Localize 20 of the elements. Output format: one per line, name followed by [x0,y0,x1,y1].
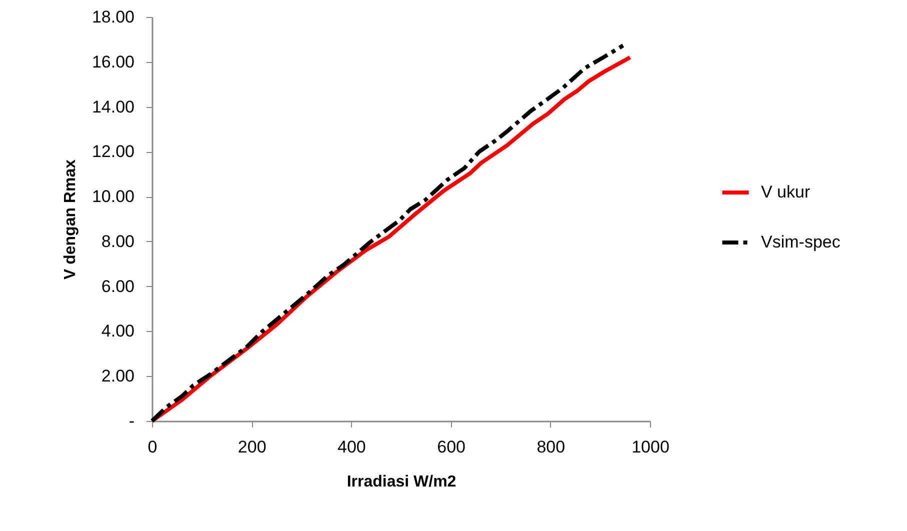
y-tick-label: 10.00 [92,187,134,206]
y-tick-label: 18.00 [92,8,134,26]
y-tick-label: 16.00 [92,52,134,72]
x-tick-label: 200 [238,438,266,456]
legend-label: V ukur [761,182,810,202]
x-axis-title: Irradiasi W/m2 [346,474,456,490]
y-tick-label: 14.00 [92,97,134,116]
legend-label: Vsim-spec [761,232,841,252]
x-tick-label: 800 [536,438,566,456]
x-tick-label: 600 [437,438,466,456]
y-tick-label: 2.00 [101,366,134,386]
y-tick-label: - [128,412,134,430]
y-tick-label: 6.00 [101,276,134,296]
y-tick-label: 4.00 [101,322,134,341]
y-axis-title: V dengan Rmax [62,159,79,280]
x-tick-label: 0 [148,438,158,456]
x-tick-label: 1000 [632,438,670,456]
y-tick-label: 8.00 [101,232,134,251]
y-tick-label: 12.00 [92,142,134,162]
x-tick-label: 400 [338,438,366,456]
